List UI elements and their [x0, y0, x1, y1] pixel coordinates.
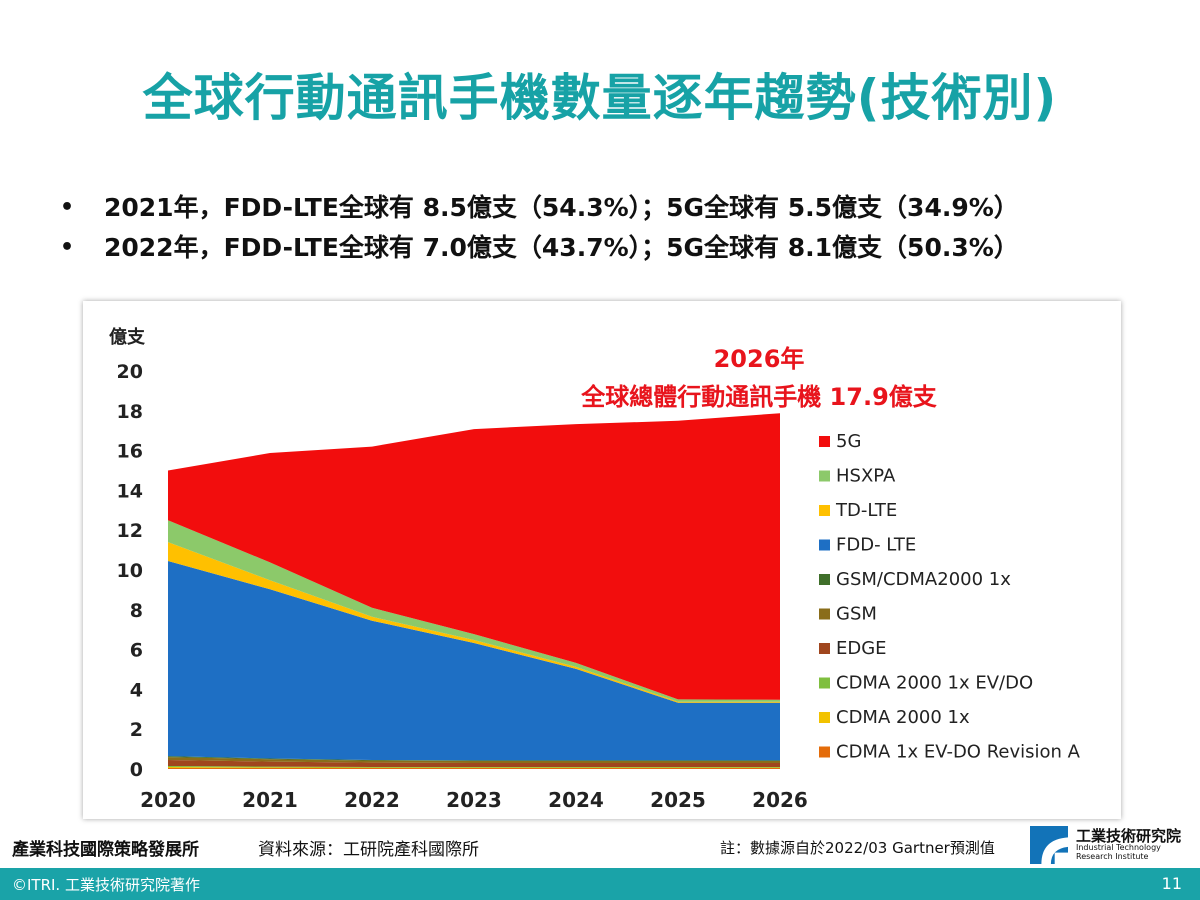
legend-swatch	[819, 470, 830, 482]
area-series-5	[168, 756, 780, 761]
area-series-3	[168, 760, 780, 767]
x-tick-label: 2025	[650, 788, 706, 812]
legend-swatch	[819, 712, 830, 723]
legend-label: CDMA 2000 1x	[836, 707, 970, 728]
y-tick-label: 18	[117, 401, 143, 423]
y-tick-label: 12	[117, 520, 143, 542]
y-tick-label: 20	[117, 361, 143, 383]
annotation-total: 全球總體行動通訊手機 17.9億支	[580, 383, 938, 411]
y-tick-label: 6	[130, 640, 143, 662]
legend-label: GSM	[836, 604, 877, 625]
legend-label: CDMA 2000 1x EV/DO	[836, 673, 1033, 694]
legend-swatch	[819, 608, 830, 620]
area-series-0	[168, 768, 780, 769]
stacked-area-chart: 0 2 4 6 8 10 12 14 16 18 20 2020 2021 2022 2023 2024 20…	[109, 326, 1081, 812]
itri-logo-icon	[1030, 826, 1068, 864]
footer-source: 資料來源：工研院產科國際所	[258, 840, 479, 860]
y-tick-label: 14	[117, 480, 143, 502]
legend-swatch	[819, 539, 830, 551]
logo-name-en-2: Research Institute	[1076, 851, 1149, 861]
footer-bar: ©ITRI. 工業技術研究院著作 11	[0, 868, 1200, 900]
x-tick-label: 2021	[242, 788, 298, 812]
footer-org: 產業科技國際策略發展所	[12, 840, 199, 860]
x-tick-label: 2024	[548, 788, 604, 812]
logo-name-cn: 工業技術研究院	[1076, 826, 1182, 845]
legend-label: FDD- LTE	[836, 535, 916, 556]
chart-panel: 0 2 4 6 8 10 12 14 16 18 20 2020 2021 2022 2023 2024 20…	[83, 301, 1121, 819]
logo-name-en-1: Industrial Technology	[1076, 843, 1161, 853]
legend-label: EDGE	[836, 638, 887, 659]
x-tick-label: 2023	[446, 788, 502, 812]
legend-swatch	[819, 677, 830, 689]
legend-swatch	[819, 436, 830, 447]
area-series-2	[168, 766, 780, 768]
legend-swatch	[819, 643, 830, 654]
legend-label: TD-LTE	[835, 500, 897, 521]
bullet-dot: •	[60, 195, 75, 220]
legend-label: CDMA 1x EV-DO Revision A	[836, 742, 1081, 763]
footer-note: 註：數據源自於2022/03 Gartner預測值	[720, 839, 995, 857]
bullet-text-2021: 2021年，FDD-LTE全球有 8.5億支（54.3%）；5G全球有 5.5億…	[104, 193, 1019, 222]
y-tick-label: 8	[130, 600, 143, 622]
legend-swatch	[819, 746, 830, 758]
y-tick-label: 0	[130, 759, 143, 781]
bullet-item-2022: • 2022年，FDD-LTE全球有 7.0億支（43.7%）；5G全球有 8.…	[60, 228, 1160, 268]
itri-logo: 工業技術研究院 Industrial Technology Research I…	[1030, 826, 1181, 864]
legend-label: 5G	[836, 431, 861, 452]
area-series-4	[168, 757, 780, 763]
area-series-6	[168, 561, 780, 761]
copyright-text: ©ITRI. 工業技術研究院著作	[12, 876, 200, 894]
bullet-text-2022: 2022年，FDD-LTE全球有 7.0億支（43.7%）；5G全球有 8.1億…	[104, 233, 1019, 262]
legend-swatch	[819, 574, 830, 585]
legend-swatch	[819, 505, 830, 516]
area-series-9	[168, 413, 780, 700]
legend-label: GSM/CDMA2000 1x	[836, 569, 1011, 590]
page-number: 11	[1161, 874, 1182, 893]
x-tick-label: 2026	[752, 788, 808, 812]
y-tick-label: 2	[130, 719, 143, 741]
y-tick-label: 16	[117, 441, 143, 463]
page-title: 全球行動通訊手機數量逐年趨勢(技術別)	[142, 69, 1058, 127]
y-tick-label: 4	[130, 679, 143, 701]
bullet-list: • 2021年，FDD-LTE全球有 8.5億支（54.3%）；5G全球有 5.…	[60, 188, 1160, 268]
legend-label: HSXPA	[836, 466, 896, 487]
bullet-item-2021: • 2021年，FDD-LTE全球有 8.5億支（54.3%）；5G全球有 5.…	[60, 188, 1160, 228]
x-tick-label: 2022	[344, 788, 400, 812]
y-tick-label: 10	[117, 560, 143, 582]
bullet-dot: •	[60, 235, 75, 260]
annotation-year: 2026年	[714, 345, 805, 373]
x-tick-label: 2020	[140, 788, 196, 812]
area-series-1	[168, 767, 780, 768]
y-axis-label: 億支	[109, 326, 146, 348]
